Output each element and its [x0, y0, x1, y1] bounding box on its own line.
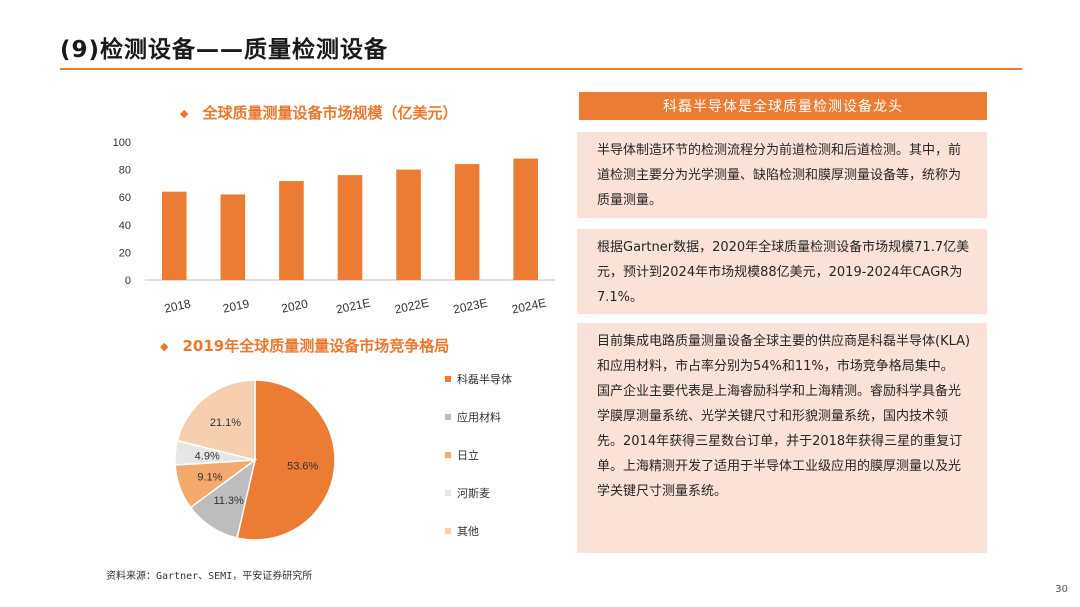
legend-label: 日立: [457, 448, 479, 462]
legend-label: 其他: [457, 525, 479, 538]
y-tick-label: 40: [119, 220, 131, 232]
bar-2021E: [337, 175, 363, 280]
text-box-market-size: 根据Gartner数据，2020年全球质量检测设备市场规模71.7亿美元，预计到…: [577, 229, 987, 314]
x-tick-label: 2021E: [335, 296, 372, 317]
bar-2022E: [396, 169, 421, 280]
pie-value-label: 9.1%: [197, 471, 222, 483]
legend-label: 河斯麦: [457, 487, 490, 500]
bar-chart-title: 全球质量测量设备市场规模（亿美元）: [202, 104, 458, 122]
x-tick-label: 2024E: [510, 296, 547, 317]
page-title: (9)检测设备——质量检测设备: [60, 37, 389, 63]
pie-value-label: 11.3%: [213, 495, 244, 507]
bar-2020: [279, 181, 304, 280]
legend-swatch: [445, 452, 451, 458]
legend-label: 科磊半导体: [457, 372, 512, 386]
x-tick-label: 2020: [280, 296, 309, 315]
pie-chart-heading: ◆ 2019年全球质量测量设备市场竞争格局: [160, 335, 449, 356]
right-panel-header: 科磊半导体是全球质量检测设备龙头: [579, 92, 987, 120]
legend-label: 应用材料: [457, 410, 501, 424]
text-box-paragraph: 半导体制造环节的检测流程分为前道检测和后道检测。其中，前道检测主要分为光学测量、…: [597, 143, 962, 208]
legend-swatch: [445, 376, 451, 382]
legend-swatch: [445, 490, 451, 496]
y-tick-label: 100: [113, 137, 131, 149]
diamond-bullet-icon: ◆: [160, 340, 169, 353]
legend-swatch: [445, 414, 451, 420]
bar-chart: 0 20 40 60 80 100 2018 2019 2020 2021E 2022E 2023E 2…: [113, 137, 555, 317]
y-tick-label: 60: [119, 192, 131, 204]
text-box-paragraph: 根据Gartner数据，2020年全球质量检测设备市场规模71.7亿美元，预计到…: [597, 240, 970, 305]
pie-slice-0: [236, 379, 336, 541]
bar-2023E: [454, 164, 480, 280]
pie-value-label: 21.1%: [210, 417, 241, 429]
page-number: 30: [1055, 584, 1068, 595]
diamond-bullet-icon: ◆: [180, 107, 189, 120]
text-box-paragraph: 目前集成电路质量测量设备全球主要的供应商是科磊半导体(KLA)和应用材料，市占率…: [597, 334, 971, 374]
bar-2019: [220, 194, 246, 280]
source-note: 资料来源：Gartner、SEMI，平安证券研究所: [106, 571, 313, 582]
x-tick-label: 2022E: [393, 296, 430, 317]
pie-value-label: 53.6%: [287, 460, 318, 472]
y-tick-label: 80: [119, 165, 131, 177]
y-tick-label: 0: [125, 275, 131, 287]
x-tick-label: 2019: [222, 296, 251, 315]
x-tick-label: 2018: [163, 296, 192, 315]
y-tick-label: 20: [119, 247, 131, 259]
bar-chart-heading: ◆ 全球质量测量设备市场规模（亿美元）: [180, 102, 457, 123]
pie-chart-title: 2019年全球质量测量设备市场竞争格局: [182, 337, 450, 355]
bar-2018: [161, 191, 187, 280]
bar-2024E: [513, 158, 539, 280]
text-box-paragraph: 国产企业主要代表是上海睿励科学和上海精测。睿励科学具备光学膜厚测量系统、光学关键…: [597, 384, 963, 499]
x-tick-label: 2023E: [452, 296, 489, 317]
title-divider: [60, 68, 1022, 70]
pie-slice-4: [176, 379, 256, 461]
pie-value-label: 4.9%: [195, 451, 220, 463]
text-box-detection-process: 半导体制造环节的检测流程分为前道检测和后道检测。其中，前道检测主要分为光学测量、…: [577, 132, 987, 218]
text-box-competition: 目前集成电路质量测量设备全球主要的供应商是科磊半导体(KLA)和应用材料，市占率…: [577, 323, 987, 553]
legend-swatch: [445, 528, 451, 534]
